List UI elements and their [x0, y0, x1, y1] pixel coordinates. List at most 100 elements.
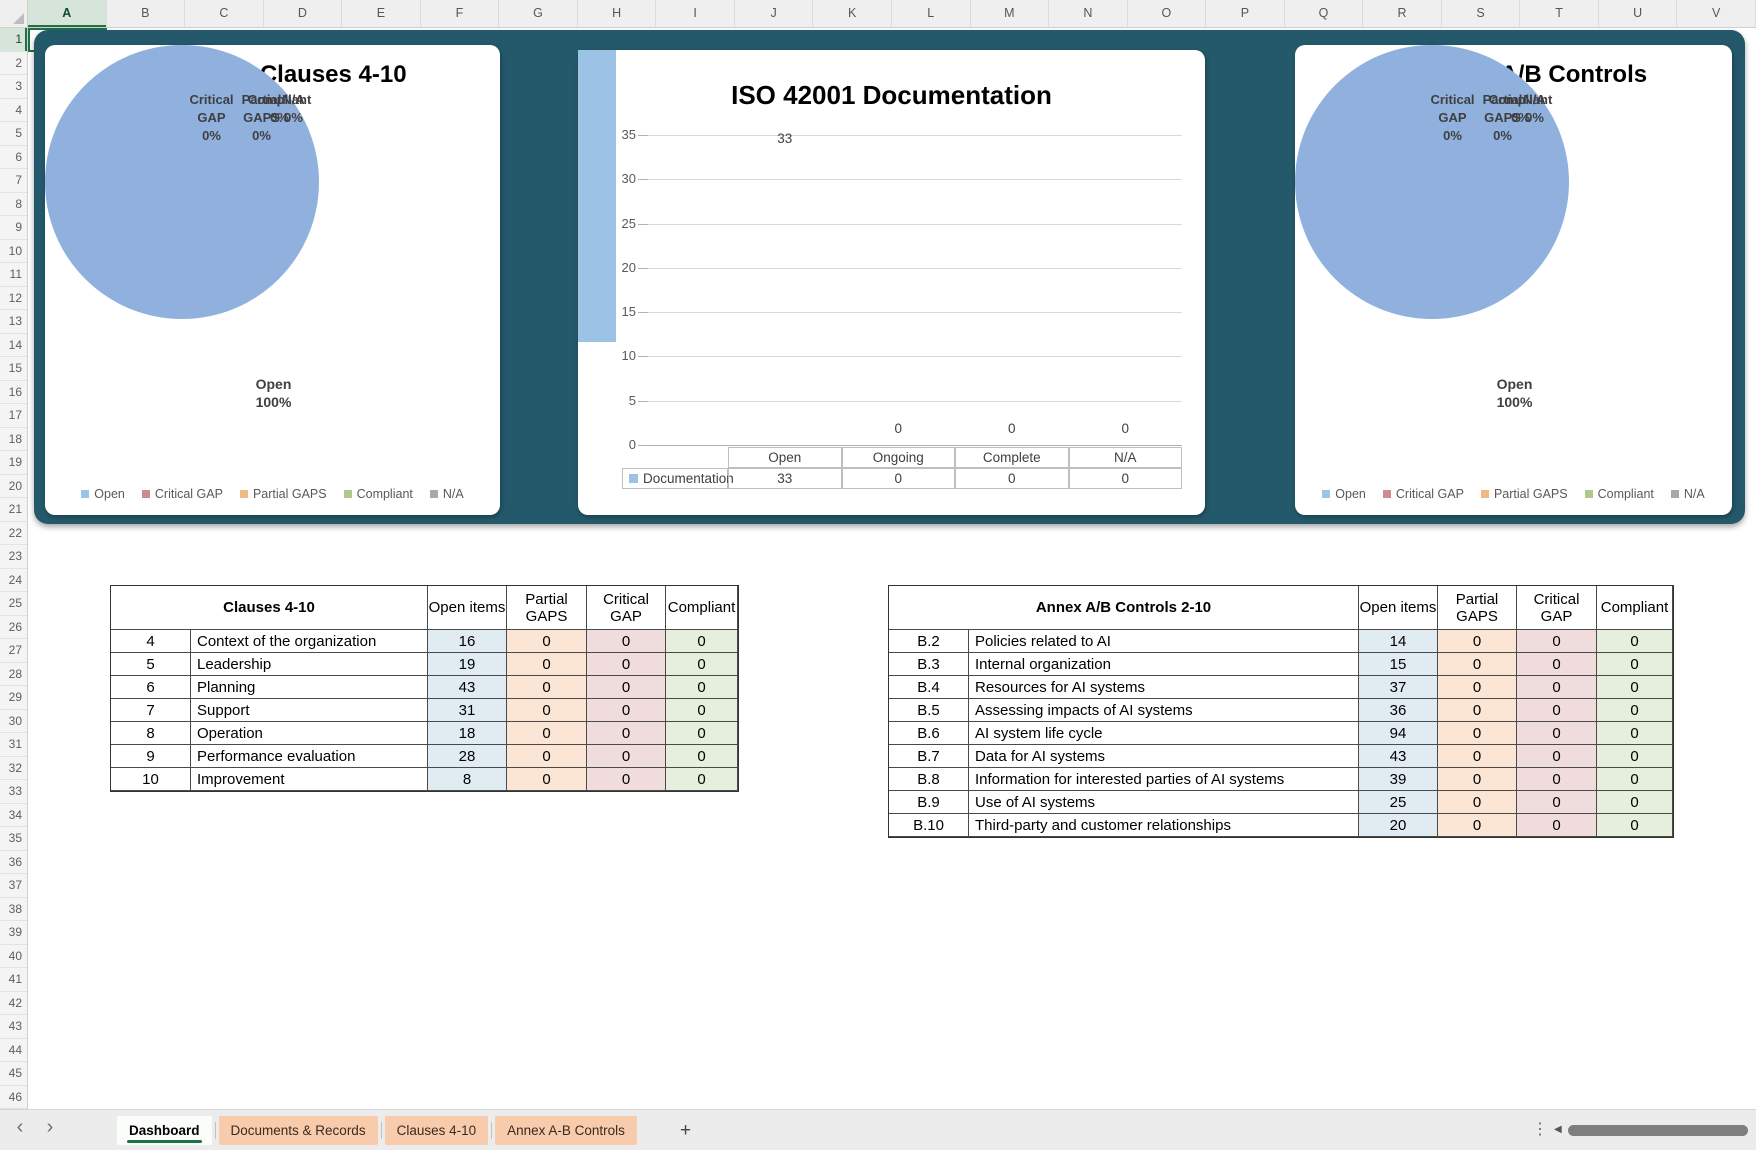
clauses-cell[interactable]: 0 [507, 630, 587, 653]
row-header-42[interactable]: 42 [0, 992, 27, 1015]
sheet-tab-dashboard[interactable]: Dashboard [117, 1116, 212, 1145]
annex-row-id[interactable]: B.9 [889, 791, 969, 814]
column-header-e[interactable]: E [342, 0, 421, 27]
clauses-row-name[interactable]: Performance evaluation [191, 745, 428, 768]
annex-cell[interactable]: 39 [1359, 768, 1438, 791]
row-header-34[interactable]: 34 [0, 804, 27, 827]
row-header-43[interactable]: 43 [0, 1015, 27, 1039]
column-header-h[interactable]: H [578, 0, 657, 27]
annex-cell[interactable]: 37 [1359, 676, 1438, 699]
clauses-cell[interactable]: 0 [587, 745, 666, 768]
clauses-row-id[interactable]: 4 [111, 630, 191, 653]
column-header-l[interactable]: L [892, 0, 971, 27]
clauses-cell[interactable]: 0 [666, 630, 738, 653]
column-header-r[interactable]: R [1363, 0, 1442, 27]
annex-cell[interactable]: 0 [1517, 791, 1597, 814]
annex-row-name[interactable]: Assessing impacts of AI systems [969, 699, 1359, 722]
annex-cell[interactable]: 0 [1517, 653, 1597, 676]
clauses-cell[interactable]: 0 [587, 699, 666, 722]
annex-cell[interactable]: 0 [1438, 814, 1517, 837]
clauses-row-name[interactable]: Improvement [191, 768, 428, 791]
annex-row-id[interactable]: B.3 [889, 653, 969, 676]
clauses-cell[interactable]: 28 [428, 745, 507, 768]
annex-table[interactable]: Annex A/B Controls 2-10 Open items Partial… [888, 585, 1674, 838]
annex-cell[interactable]: 0 [1597, 768, 1673, 791]
chart-clauses-pie[interactable]: ISO 42001 Clauses 4-10 Critical GAP 0% Pa… [45, 45, 500, 515]
row-header-4[interactable]: 4 [0, 99, 27, 122]
row-header-11[interactable]: 11 [0, 263, 27, 287]
row-header-16[interactable]: 16 [0, 381, 27, 404]
clauses-cell[interactable]: 0 [507, 722, 587, 745]
row-header-18[interactable]: 18 [0, 428, 27, 451]
annex-cell[interactable]: 0 [1597, 791, 1673, 814]
annex-cell[interactable]: 15 [1359, 653, 1438, 676]
worksheet-grid[interactable]: ISO 42001 Clauses 4-10 Critical GAP 0% Pa… [28, 28, 1756, 1109]
annex-cell[interactable]: 0 [1517, 699, 1597, 722]
row-header-13[interactable]: 13 [0, 310, 27, 334]
clauses-row-id[interactable]: 8 [111, 722, 191, 745]
clauses-cell[interactable]: 16 [428, 630, 507, 653]
clauses-row-id[interactable]: 10 [111, 768, 191, 791]
annex-row-name[interactable]: Policies related to AI [969, 630, 1359, 653]
clauses-cell[interactable]: 18 [428, 722, 507, 745]
row-header-38[interactable]: 38 [0, 898, 27, 921]
clauses-row-name[interactable]: Support [191, 699, 428, 722]
annex-cell[interactable]: 0 [1438, 722, 1517, 745]
row-header-15[interactable]: 15 [0, 357, 27, 381]
column-header-d[interactable]: D [264, 0, 343, 27]
annex-cell[interactable]: 25 [1359, 791, 1438, 814]
row-header-17[interactable]: 17 [0, 404, 27, 428]
row-header-14[interactable]: 14 [0, 334, 27, 357]
more-icon[interactable]: ⋮ [1532, 1121, 1548, 1138]
clauses-cell[interactable]: 0 [666, 653, 738, 676]
column-header-a[interactable]: A [28, 0, 107, 27]
clauses-row-name[interactable]: Operation [191, 722, 428, 745]
row-header-3[interactable]: 3 [0, 75, 27, 99]
annex-cell[interactable]: 20 [1359, 814, 1438, 837]
clauses-row-name[interactable]: Context of the organization [191, 630, 428, 653]
annex-cell[interactable]: 0 [1517, 814, 1597, 837]
clauses-cell[interactable]: 8 [428, 768, 507, 791]
row-header-37[interactable]: 37 [0, 874, 27, 898]
row-header-28[interactable]: 28 [0, 663, 27, 686]
row-header-30[interactable]: 30 [0, 710, 27, 733]
select-all-button[interactable] [0, 0, 28, 28]
clauses-cell[interactable]: 43 [428, 676, 507, 699]
row-header-31[interactable]: 31 [0, 733, 27, 757]
row-header-44[interactable]: 44 [0, 1039, 27, 1062]
row-header-29[interactable]: 29 [0, 686, 27, 710]
annex-cell[interactable]: 0 [1517, 676, 1597, 699]
column-header-f[interactable]: F [421, 0, 500, 27]
chevron-right-icon[interactable]: › [46, 1116, 54, 1138]
row-header-27[interactable]: 27 [0, 639, 27, 663]
annex-row-name[interactable]: Information for interested parties of AI… [969, 768, 1359, 791]
row-header-10[interactable]: 10 [0, 240, 27, 263]
annex-cell[interactable]: 0 [1438, 676, 1517, 699]
sheet-tab-clauses-4-10[interactable]: Clauses 4-10 [384, 1116, 489, 1145]
annex-cell[interactable]: 0 [1438, 630, 1517, 653]
annex-row-name[interactable]: Use of AI systems [969, 791, 1359, 814]
annex-cell[interactable]: 0 [1438, 791, 1517, 814]
row-header-7[interactable]: 7 [0, 169, 27, 193]
annex-cell[interactable]: 0 [1597, 814, 1673, 837]
sheet-tab-annex-a-b-controls[interactable]: Annex A-B Controls [495, 1116, 637, 1145]
add-sheet-button[interactable]: + [679, 1119, 692, 1141]
column-header-b[interactable]: B [107, 0, 186, 27]
annex-cell[interactable]: 0 [1597, 630, 1673, 653]
clauses-cell[interactable]: 0 [666, 676, 738, 699]
column-header-s[interactable]: S [1442, 0, 1521, 27]
row-header-23[interactable]: 23 [0, 545, 27, 569]
clauses-cell[interactable]: 0 [666, 699, 738, 722]
annex-cell[interactable]: 0 [1597, 676, 1673, 699]
annex-cell[interactable]: 0 [1597, 699, 1673, 722]
clauses-row-id[interactable]: 7 [111, 699, 191, 722]
annex-row-name[interactable]: Resources for AI systems [969, 676, 1359, 699]
column-header-u[interactable]: U [1599, 0, 1678, 27]
annex-row-id[interactable]: B.8 [889, 768, 969, 791]
annex-cell[interactable]: 0 [1438, 768, 1517, 791]
clauses-row-name[interactable]: Leadership [191, 653, 428, 676]
row-header-25[interactable]: 25 [0, 592, 27, 616]
annex-row-id[interactable]: B.5 [889, 699, 969, 722]
clauses-cell[interactable]: 0 [587, 630, 666, 653]
clauses-cell[interactable]: 0 [507, 676, 587, 699]
